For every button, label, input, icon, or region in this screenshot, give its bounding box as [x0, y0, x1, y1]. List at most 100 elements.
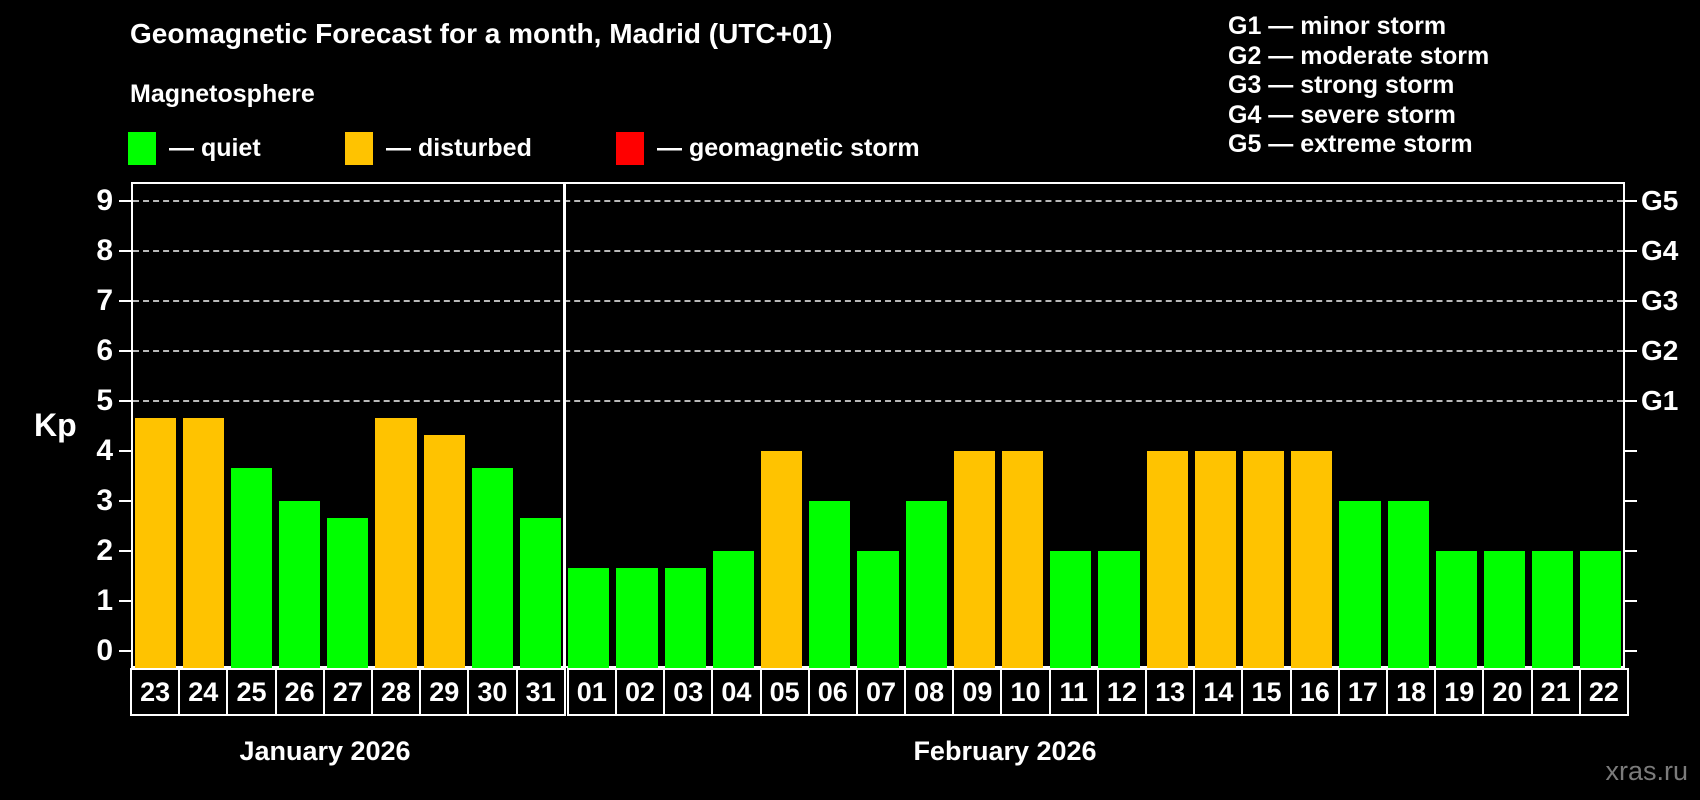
day-label-january-28: 28 [370, 668, 422, 716]
g-axis-label-g1: G1 [1641, 385, 1679, 416]
kp-bar-january-30 [471, 467, 514, 668]
y-tick-left-8 [119, 250, 131, 252]
day-label-february-12: 12 [1096, 668, 1148, 716]
gridline-kp9 [133, 200, 1623, 202]
legend-label-quiet: — quiet [169, 134, 261, 162]
y-axis-label-3: 3 [96, 484, 113, 517]
y-tick-right-0 [1625, 650, 1637, 652]
disturbed-swatch-icon [345, 132, 373, 165]
legend-item-quiet: — quiet [128, 132, 261, 165]
day-label-february-01: 01 [566, 668, 617, 716]
day-label-january-30: 30 [467, 668, 518, 716]
y-tick-left-1 [119, 600, 131, 602]
day-label-february-03: 03 [663, 668, 714, 716]
y-tick-right-4 [1625, 450, 1637, 452]
g-legend-line-1: G1 — minor storm [1228, 12, 1447, 40]
g-legend-line-2: G2 — moderate storm [1228, 41, 1490, 70]
day-label-february-04: 04 [711, 668, 762, 716]
month-label-february: February 2026 [913, 736, 1097, 766]
kp-bar-january-28 [375, 417, 417, 668]
g-axis-label-g3: G3 [1641, 285, 1679, 316]
g-axis-label-g4: G4 [1641, 235, 1679, 266]
y-tick-left-9 [119, 200, 131, 202]
y-tick-left-2 [119, 550, 131, 552]
y-axis-label-8: 8 [96, 234, 113, 267]
kp-bar-january-29 [423, 434, 465, 668]
kp-bar-february-03 [664, 567, 706, 668]
month-separator [563, 182, 567, 668]
day-label-january-26: 26 [274, 668, 325, 716]
kp-bar-february-06 [809, 501, 851, 668]
kp-bar-january-24 [182, 417, 224, 668]
kp-bar-february-02 [616, 567, 658, 668]
y-axis-label-7: 7 [96, 284, 113, 317]
y-axis-label-1: 1 [96, 584, 113, 617]
y-tick-right-8 [1625, 250, 1637, 252]
day-label-february-22: 22 [1578, 668, 1629, 716]
day-label-february-11: 11 [1048, 668, 1099, 716]
kp-bar-february-14 [1194, 451, 1236, 668]
legend-label-geomagnetic-storm: — geomagnetic storm [657, 134, 920, 162]
kp-bar-february-08 [905, 501, 947, 668]
kp-bar-february-20 [1483, 551, 1526, 668]
day-label-february-09: 09 [952, 668, 1003, 716]
day-label-january-25: 25 [226, 668, 277, 716]
kp-bar-february-10 [1001, 451, 1044, 668]
g-legend-line-3: G3 — strong storm [1228, 71, 1455, 100]
day-label-february-13: 13 [1145, 668, 1196, 716]
kp-bar-february-05 [761, 451, 803, 668]
kp-bar-february-11 [1050, 551, 1092, 668]
day-label-february-02: 02 [614, 668, 666, 716]
kp-bar-february-21 [1532, 551, 1574, 668]
y-tick-right-7 [1625, 300, 1637, 302]
y-tick-left-7 [119, 300, 131, 302]
day-label-february-21: 21 [1530, 668, 1581, 716]
g-legend-line-4: G4 — severe storm [1228, 100, 1456, 129]
legend-label-disturbed: — disturbed [386, 134, 532, 162]
day-label-february-16: 16 [1289, 668, 1340, 716]
kp-bar-february-09 [953, 451, 995, 668]
day-label-january-23: 23 [130, 668, 181, 716]
magnetosphere-label: Magnetosphere [130, 80, 315, 108]
gridline-kp8 [133, 250, 1623, 252]
day-label-february-07: 07 [855, 668, 907, 716]
y-axis-label-4: 4 [96, 434, 113, 467]
g-axis-label-g5: G5 [1641, 185, 1679, 216]
y-tick-left-6 [119, 350, 131, 352]
day-label-february-05: 05 [759, 668, 810, 716]
kp-bar-february-16 [1291, 451, 1333, 668]
day-label-february-20: 20 [1482, 668, 1533, 716]
kp-bar-february-07 [857, 551, 899, 668]
legend-item-geomagnetic-storm: — geomagnetic storm [616, 132, 920, 165]
plot-area [131, 182, 1625, 668]
chart-title: Geomagnetic Forecast for a month, Madrid… [130, 18, 833, 49]
kp-bar-january-26 [279, 501, 321, 668]
kp-bar-january-23 [134, 417, 176, 668]
day-label-february-17: 17 [1337, 668, 1389, 716]
y-tick-right-2 [1625, 550, 1637, 552]
day-label-january-31: 31 [515, 668, 566, 716]
kp-bar-february-12 [1098, 551, 1140, 668]
y-axis-label-9: 9 [96, 184, 113, 217]
y-tick-left-5 [119, 400, 131, 402]
day-label-february-18: 18 [1386, 668, 1437, 716]
kp-bar-january-25 [230, 467, 273, 668]
kp-bar-february-13 [1146, 451, 1188, 668]
g-scale-legend: G1 — minor storm G2 — moderate storm G3 — … [1228, 12, 1489, 160]
y-tick-right-5 [1625, 400, 1637, 402]
y-tick-left-4 [119, 450, 131, 452]
y-axis-label-2: 2 [96, 534, 113, 567]
y-axis-label-0: 0 [96, 634, 113, 667]
y-tick-right-6 [1625, 350, 1637, 352]
kp-bar-february-01 [568, 567, 610, 668]
y-axis-label-6: 6 [96, 334, 113, 367]
y-tick-left-0 [119, 650, 131, 652]
y-tick-left-3 [119, 500, 131, 502]
day-label-february-06: 06 [807, 668, 858, 716]
kp-bar-february-22 [1580, 551, 1622, 668]
y-tick-right-9 [1625, 200, 1637, 202]
watermark: xras.ru [1605, 756, 1688, 786]
kp-bar-february-18 [1387, 501, 1429, 668]
g-axis-label-g2: G2 [1641, 335, 1679, 366]
day-label-january-24: 24 [178, 668, 229, 716]
